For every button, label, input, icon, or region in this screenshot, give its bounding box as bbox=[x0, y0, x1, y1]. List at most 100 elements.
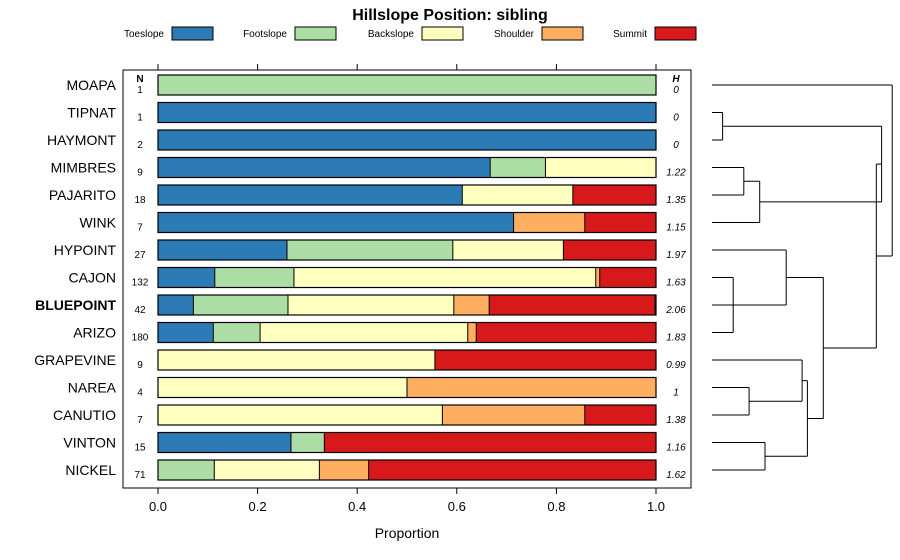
bar-outline-hypoint bbox=[157, 239, 657, 261]
row-label-narea: NAREA bbox=[68, 380, 117, 396]
bar-outline-grapevine bbox=[157, 349, 657, 371]
bar-segment-haymont-toeslope bbox=[158, 130, 656, 150]
bar-segment-bluepoint-toeslope bbox=[158, 295, 194, 315]
bar-segment-pajarito-toeslope bbox=[158, 185, 463, 205]
n-value-wink: 7 bbox=[137, 223, 143, 234]
h-value-nickel: 1.62 bbox=[666, 470, 686, 481]
bar-segment-wink-toeslope bbox=[158, 212, 514, 233]
legend: Toeslope Footslope Backslope Shoulder Summit bbox=[124, 26, 697, 41]
bar-segment-pajarito-backslope bbox=[462, 185, 573, 205]
row-label-nickel: NICKEL bbox=[65, 462, 116, 478]
legend-label-shoulder: Shoulder bbox=[494, 29, 535, 40]
bar-segment-mimbres-toeslope bbox=[158, 157, 491, 178]
dendrogram bbox=[712, 84, 893, 471]
bar-segment-hypoint-backslope bbox=[452, 240, 564, 260]
bar-outline-cajon bbox=[157, 266, 657, 289]
bar-segment-bluepoint-shoulder bbox=[453, 295, 490, 315]
x-tick-label-1: 0.2 bbox=[249, 499, 267, 514]
bar-segment-vinton-footslope bbox=[290, 432, 325, 453]
n-value-cajon: 132 bbox=[132, 278, 149, 289]
bar-segment-canutio-backslope bbox=[158, 405, 443, 425]
n-header: N bbox=[136, 74, 143, 85]
bar-outline-mimbres bbox=[157, 156, 657, 179]
legend-label-backslope: Backslope bbox=[368, 29, 415, 40]
h-value-grapevine: 0.99 bbox=[666, 360, 686, 371]
bar-segment-hypoint-footslope bbox=[286, 240, 453, 260]
bar-segment-pajarito-summit bbox=[572, 185, 656, 205]
bar-segment-grapevine-summit bbox=[434, 350, 656, 370]
legend-label-toeslope: Toeslope bbox=[124, 29, 164, 40]
x-tick-label-3: 0.6 bbox=[448, 499, 466, 514]
bar-segment-arizo-footslope bbox=[213, 322, 261, 343]
bar-segment-wink-summit bbox=[584, 212, 656, 233]
bar-outline-bluepoint bbox=[157, 294, 657, 316]
bar-segment-mimbres-backslope bbox=[545, 157, 656, 178]
legend-swatch-backslope bbox=[421, 26, 464, 41]
bar-segment-bluepoint-summit bbox=[489, 295, 656, 315]
bar-segment-nickel-footslope bbox=[158, 460, 215, 480]
bar-segment-cajon-summit bbox=[599, 267, 657, 288]
bar-segment-vinton-toeslope bbox=[158, 432, 291, 453]
n-value-pajarito: 18 bbox=[134, 195, 146, 206]
bar-segment-bluepoint-footslope bbox=[193, 295, 288, 315]
bar-outline-wink bbox=[157, 211, 657, 234]
legend-swatch-summit bbox=[654, 26, 697, 41]
h-value-hypoint: 1.97 bbox=[666, 250, 686, 261]
h-value-tipnat: 0 bbox=[673, 113, 679, 124]
row-label-wink: WINK bbox=[79, 215, 116, 231]
n-value-mimbres: 9 bbox=[137, 168, 143, 179]
bar-segment-hypoint-summit bbox=[563, 240, 656, 260]
x-tick-label-2: 0.4 bbox=[348, 499, 366, 514]
h-value-moapa: 0 bbox=[673, 85, 679, 96]
n-value-hypoint: 27 bbox=[134, 250, 146, 261]
n-value-canutio: 7 bbox=[137, 415, 143, 426]
bar-outline-moapa bbox=[157, 74, 657, 96]
row-label-vinton: VINTON bbox=[63, 435, 116, 451]
n-value-bluepoint: 42 bbox=[134, 305, 146, 316]
row-label-moapa: MOAPA bbox=[66, 77, 116, 93]
n-value-vinton: 15 bbox=[134, 443, 146, 454]
x-tick-label-0: 0.0 bbox=[149, 499, 167, 514]
bar-outline-vinton bbox=[157, 431, 657, 454]
h-value-narea: 1 bbox=[673, 388, 679, 399]
n-value-grapevine: 9 bbox=[137, 360, 143, 371]
bar-outline-haymont bbox=[157, 129, 657, 151]
n-value-nickel: 71 bbox=[134, 470, 146, 481]
n-value-haymont: 2 bbox=[137, 140, 143, 151]
plot-frame bbox=[122, 69, 692, 489]
h-value-vinton: 1.16 bbox=[666, 443, 686, 454]
bar-segment-cajon-shoulder bbox=[595, 267, 600, 288]
bars-group bbox=[157, 74, 657, 481]
row-label-pajarito: PAJARITO bbox=[49, 187, 116, 203]
bar-segment-mimbres-footslope bbox=[490, 157, 546, 178]
row-label-mimbres: MIMBRES bbox=[51, 160, 116, 176]
h-value-arizo: 1.83 bbox=[666, 333, 686, 344]
legend-label-summit: Summit bbox=[613, 29, 647, 40]
legend-label-footslope: Footslope bbox=[243, 29, 287, 40]
bar-outline-pajarito bbox=[157, 184, 657, 206]
n-value-arizo: 180 bbox=[132, 333, 149, 344]
x-axis-label: Proportion bbox=[375, 525, 440, 541]
x-axis: 0.0 0.2 0.4 0.6 0.8 1.0 bbox=[149, 64, 665, 514]
h-header: H bbox=[672, 74, 680, 85]
h-value-cajon: 1.63 bbox=[666, 278, 686, 289]
x-tick-label-4: 0.8 bbox=[547, 499, 565, 514]
row-label-hypoint: HYPOINT bbox=[54, 242, 117, 258]
row-label-canutio: CANUTIO bbox=[53, 407, 116, 423]
row-label-grapevine: GRAPEVINE bbox=[34, 352, 116, 368]
h-value-canutio: 1.38 bbox=[666, 415, 686, 426]
bar-segment-wink-shoulder bbox=[513, 212, 585, 233]
row-labels-group: MOAPA 1 0 TIPNAT 1 0 HAYMONT 2 0 MIMBRES 9 1.22 PAJA… bbox=[34, 77, 686, 481]
bar-outline-nickel bbox=[157, 459, 657, 481]
x-tick-label-5: 1.0 bbox=[647, 499, 665, 514]
row-label-cajon: CAJON bbox=[69, 270, 116, 286]
bar-segment-cajon-backslope bbox=[293, 267, 596, 288]
bar-outline-canutio bbox=[157, 404, 657, 426]
bar-segment-bluepoint-backslope bbox=[287, 295, 454, 315]
bar-segment-arizo-summit bbox=[476, 322, 656, 343]
h-value-bluepoint: 2.06 bbox=[665, 305, 686, 316]
bar-segment-canutio-summit bbox=[584, 405, 656, 425]
h-value-mimbres: 1.22 bbox=[666, 168, 686, 179]
n-value-moapa: 1 bbox=[137, 85, 143, 96]
